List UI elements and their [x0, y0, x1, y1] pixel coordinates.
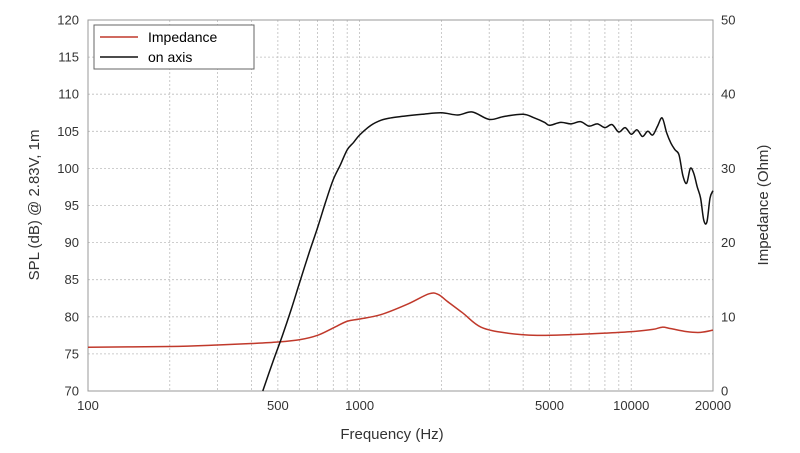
left-y-tick-label: 120 [57, 13, 79, 28]
right-axis-label: Impedance (Ohm) [755, 145, 772, 266]
x-tick-label: 1000 [345, 398, 374, 413]
left-y-tick-label: 80 [65, 309, 79, 324]
left-y-tick-label: 100 [57, 161, 79, 176]
right-y-tick-label: 20 [721, 235, 735, 250]
x-axis-label: Frequency (Hz) [340, 426, 443, 443]
left-y-tick-label: 90 [65, 235, 79, 250]
left-y-tick-label: 70 [65, 384, 79, 399]
x-axis-ticks: 100 500 1000 5000 10000 20000 [77, 398, 731, 413]
left-y-tick-label: 105 [57, 124, 79, 139]
series-line-impedance [87, 292, 714, 348]
x-tick-label: 100 [77, 398, 99, 413]
right-y-tick-label: 0 [721, 384, 728, 399]
legend-label-impedance: Impedance [148, 29, 217, 45]
series-line-on-axis [262, 111, 714, 392]
legend: Impedance on axis [93, 24, 255, 70]
legend-label-on-axis: on axis [148, 49, 192, 65]
x-tick-label: 20000 [695, 398, 731, 413]
left-axis-label: SPL (dB) @ 2.83V, 1m [26, 130, 43, 281]
left-y-tick-label: 95 [65, 198, 79, 213]
x-tick-label: 10000 [613, 398, 649, 413]
legend-box [93, 24, 255, 70]
right-axis-ticks: 0 10 20 30 40 50 [721, 13, 735, 399]
x-tick-label: 500 [267, 398, 289, 413]
x-tick-label: 5000 [535, 398, 564, 413]
series-lines [87, 111, 714, 392]
left-y-tick-label: 110 [58, 87, 79, 102]
left-y-tick-label: 115 [58, 50, 79, 65]
plot-frame [87, 19, 714, 392]
left-axis-ticks: 70 75 80 85 90 95 100 105 110 115 120 [57, 13, 79, 399]
right-y-tick-label: 30 [721, 161, 735, 176]
right-y-tick-label: 50 [721, 13, 735, 28]
right-y-tick-label: 40 [721, 87, 735, 102]
left-y-tick-label: 85 [65, 272, 79, 287]
left-y-tick-label: 75 [65, 346, 79, 361]
right-y-tick-label: 10 [721, 309, 735, 324]
